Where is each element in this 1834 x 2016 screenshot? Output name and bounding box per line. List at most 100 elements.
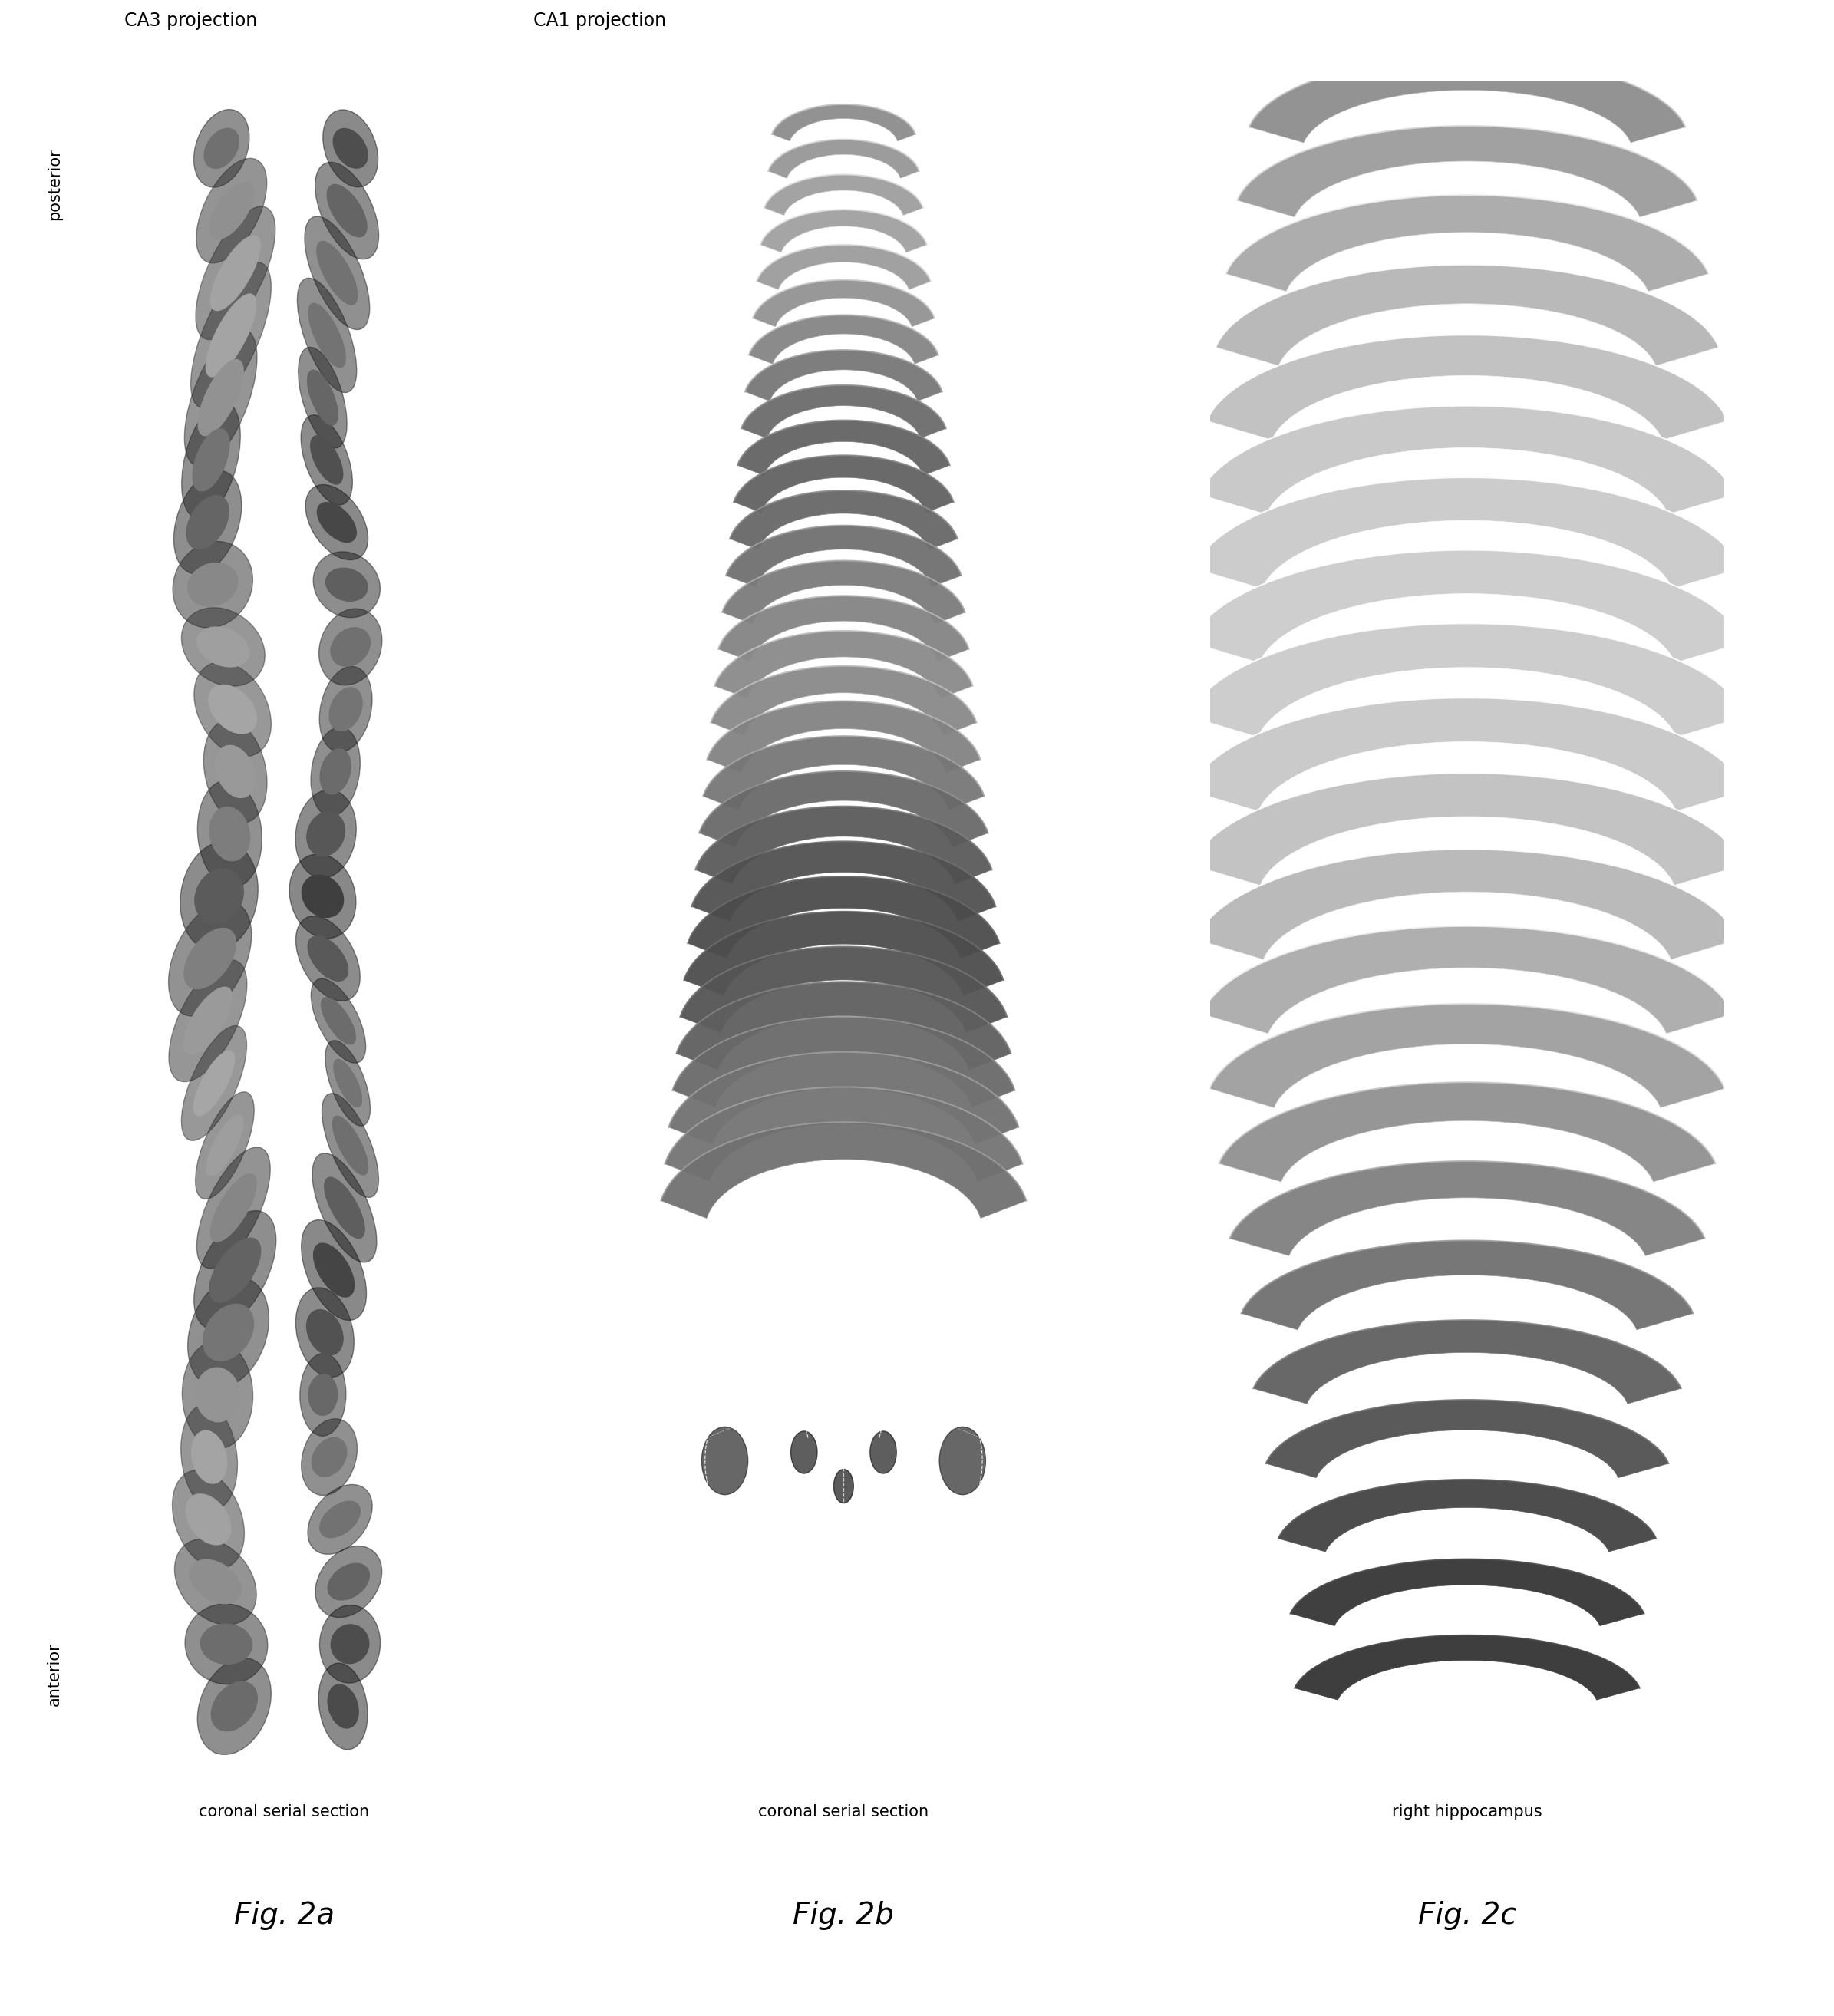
Ellipse shape [319, 1502, 359, 1538]
Ellipse shape [216, 746, 255, 798]
Ellipse shape [319, 609, 381, 685]
Polygon shape [726, 526, 961, 587]
Ellipse shape [182, 401, 240, 518]
Ellipse shape [196, 1093, 255, 1200]
Polygon shape [1188, 623, 1746, 738]
Ellipse shape [193, 429, 229, 492]
Polygon shape [1210, 1004, 1724, 1107]
Ellipse shape [194, 661, 271, 756]
Ellipse shape [196, 159, 266, 262]
Ellipse shape [169, 960, 248, 1083]
Ellipse shape [317, 502, 356, 542]
Ellipse shape [326, 185, 367, 238]
Ellipse shape [325, 1040, 370, 1125]
Ellipse shape [314, 552, 380, 617]
Polygon shape [660, 1123, 1027, 1218]
Ellipse shape [169, 901, 251, 1016]
Ellipse shape [328, 1564, 369, 1601]
Ellipse shape [198, 1657, 271, 1754]
Polygon shape [772, 105, 915, 141]
Ellipse shape [303, 875, 343, 917]
Polygon shape [706, 702, 981, 772]
Polygon shape [669, 1052, 1018, 1143]
Text: Fig. 2c: Fig. 2c [1418, 1901, 1517, 1929]
Polygon shape [1253, 1320, 1682, 1403]
Polygon shape [1194, 478, 1740, 589]
Ellipse shape [204, 720, 268, 823]
Ellipse shape [323, 109, 378, 187]
Polygon shape [1238, 125, 1696, 218]
Ellipse shape [196, 206, 275, 339]
Ellipse shape [211, 1681, 257, 1732]
Ellipse shape [310, 728, 359, 816]
Ellipse shape [187, 496, 229, 548]
Ellipse shape [301, 415, 352, 504]
Polygon shape [680, 948, 1007, 1032]
Polygon shape [761, 210, 926, 252]
Text: coronal serial section: coronal serial section [200, 1804, 369, 1820]
Ellipse shape [211, 1173, 257, 1242]
Polygon shape [1225, 196, 1709, 292]
Ellipse shape [306, 1310, 343, 1355]
Ellipse shape [183, 988, 233, 1054]
Ellipse shape [185, 1605, 268, 1683]
Text: Fig. 2a: Fig. 2a [235, 1901, 334, 1929]
Polygon shape [719, 595, 968, 661]
Ellipse shape [310, 435, 343, 484]
Ellipse shape [314, 1244, 354, 1296]
Polygon shape [1207, 335, 1728, 439]
Polygon shape [695, 806, 992, 883]
Ellipse shape [306, 812, 345, 857]
Polygon shape [1249, 56, 1685, 143]
Ellipse shape [334, 1058, 361, 1107]
Ellipse shape [182, 607, 264, 685]
Polygon shape [1199, 405, 1735, 514]
Ellipse shape [194, 1212, 277, 1329]
Polygon shape [691, 841, 996, 921]
Ellipse shape [304, 216, 370, 331]
Ellipse shape [196, 627, 249, 667]
Ellipse shape [334, 129, 367, 167]
Polygon shape [723, 560, 965, 625]
Ellipse shape [330, 687, 363, 732]
Ellipse shape [191, 1431, 227, 1484]
Text: CA1 projection: CA1 projection [534, 12, 666, 30]
Ellipse shape [308, 1484, 372, 1554]
Ellipse shape [200, 1625, 251, 1663]
Text: coronal serial section: coronal serial section [759, 1804, 928, 1820]
Ellipse shape [308, 935, 348, 982]
Ellipse shape [185, 1494, 231, 1544]
Ellipse shape [187, 1276, 270, 1387]
Ellipse shape [174, 470, 242, 575]
Polygon shape [1216, 264, 1718, 365]
Ellipse shape [198, 780, 262, 887]
Ellipse shape [330, 1625, 369, 1663]
Ellipse shape [295, 1288, 354, 1377]
Ellipse shape [295, 790, 356, 877]
Ellipse shape [321, 750, 350, 794]
Ellipse shape [196, 1147, 270, 1268]
Polygon shape [741, 385, 946, 437]
Polygon shape [699, 772, 989, 847]
Ellipse shape [290, 855, 356, 937]
Ellipse shape [295, 915, 359, 1002]
Ellipse shape [301, 1419, 358, 1496]
Polygon shape [1265, 1399, 1669, 1478]
Ellipse shape [198, 359, 244, 435]
Ellipse shape [191, 262, 271, 409]
Ellipse shape [869, 1431, 897, 1474]
Polygon shape [677, 982, 1011, 1070]
Polygon shape [1196, 849, 1739, 960]
Polygon shape [1190, 772, 1744, 885]
Polygon shape [730, 490, 957, 550]
Ellipse shape [301, 1353, 347, 1435]
Polygon shape [734, 456, 954, 512]
Ellipse shape [209, 1238, 260, 1302]
Bar [526, 93, 563, 139]
Polygon shape [1295, 1635, 1640, 1699]
Ellipse shape [182, 1341, 253, 1450]
Polygon shape [1188, 698, 1746, 810]
Text: right hippocampus: right hippocampus [1392, 1804, 1542, 1820]
Ellipse shape [308, 371, 337, 425]
Ellipse shape [194, 869, 244, 923]
